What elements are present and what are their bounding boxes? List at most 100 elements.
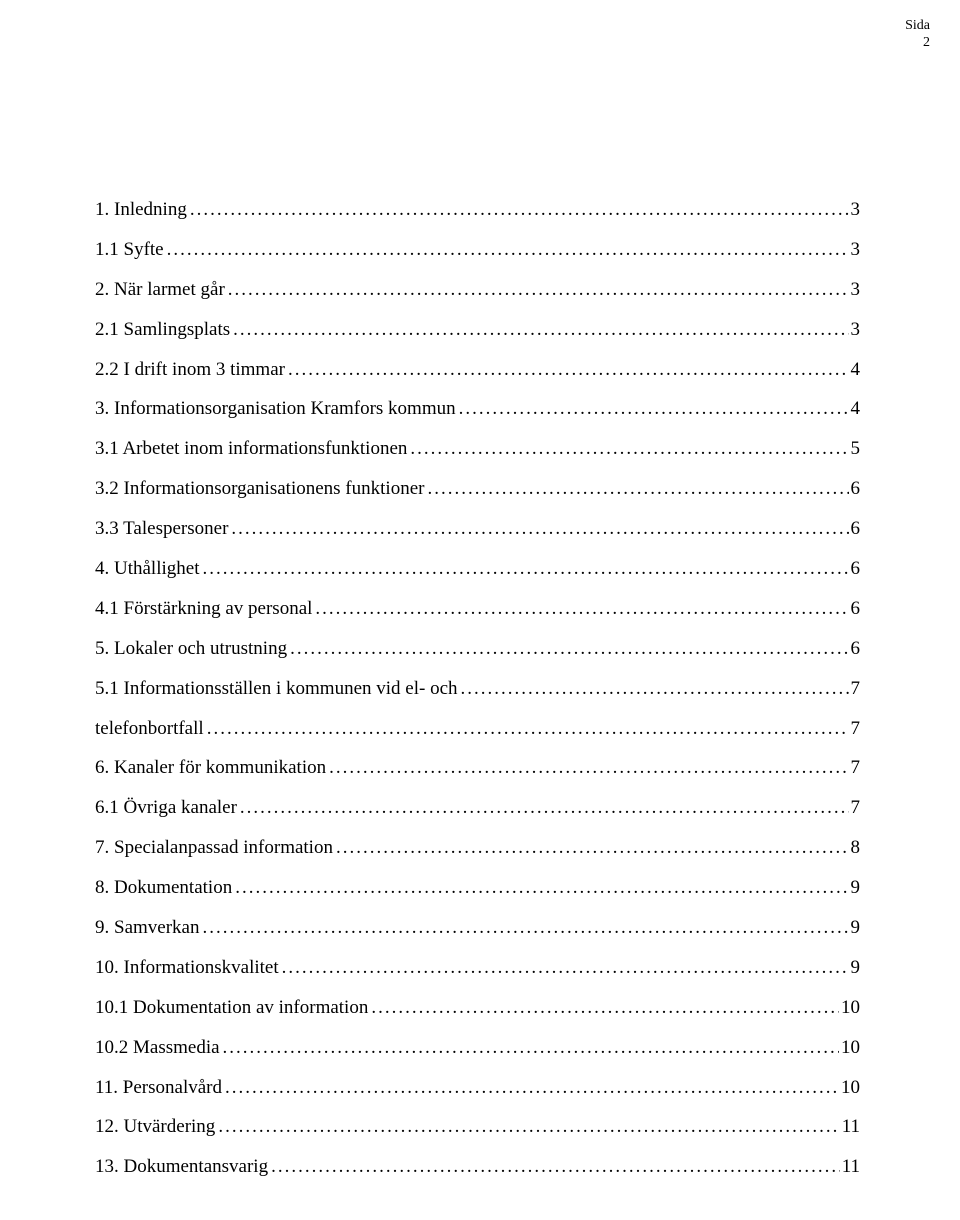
toc-entry-page: 7 — [849, 709, 861, 749]
toc-entry-title: 13. Dokumentansvarig — [95, 1147, 268, 1187]
toc-entry-page: 11 — [840, 1107, 860, 1147]
toc-row: 9. Samverkan 9 — [95, 908, 860, 948]
toc-leader-dots — [228, 509, 848, 549]
toc-leader-dots — [204, 709, 849, 749]
toc-entry-page: 7 — [849, 669, 861, 709]
toc-entry-title: 1.1 Syfte — [95, 230, 164, 270]
toc-leader-dots — [215, 1107, 839, 1147]
toc-row: 10.1 Dokumentation av information 10 — [95, 988, 860, 1028]
toc-entry-page: 9 — [849, 868, 861, 908]
toc-entry-title: 6.1 Övriga kanaler — [95, 788, 237, 828]
toc-entry-page: 10 — [839, 988, 860, 1028]
toc-row: 4.1 Förstärkning av personal 6 — [95, 589, 860, 629]
toc-leader-dots — [232, 868, 848, 908]
toc-entry-page: 6 — [849, 629, 861, 669]
toc-leader-dots — [220, 1028, 839, 1068]
toc-row: 1. Inledning 3 — [95, 190, 860, 230]
page-header-number: 2 — [905, 35, 930, 52]
toc-leader-dots — [222, 1068, 839, 1108]
toc-row: 8. Dokumentation 9 — [95, 868, 860, 908]
toc-row: 5.1 Informationsställen i kommunen vid e… — [95, 669, 860, 709]
toc-leader-dots — [199, 908, 848, 948]
toc-leader-dots — [458, 669, 849, 709]
toc-entry-page: 5 — [849, 429, 861, 469]
toc-row: 2.2 I drift inom 3 timmar 4 — [95, 350, 860, 390]
toc-entry-page: 6 — [849, 589, 861, 629]
toc-entry-title: 7. Specialanpassad information — [95, 828, 333, 868]
toc-entry-page: 9 — [849, 948, 861, 988]
toc-entry-title: 3.1 Arbetet inom informationsfunktionen — [95, 429, 407, 469]
toc-leader-dots — [333, 828, 849, 868]
toc-row: 7. Specialanpassad information 8 — [95, 828, 860, 868]
toc-entry-title: 11. Personalvård — [95, 1068, 222, 1108]
toc-entry-title: 10.2 Massmedia — [95, 1028, 220, 1068]
toc-entry-title: 3.2 Informationsorganisationens funktion… — [95, 469, 424, 509]
toc-entry-page: 4 — [849, 350, 861, 390]
toc-leader-dots — [225, 270, 849, 310]
toc-row: 10.2 Massmedia 10 — [95, 1028, 860, 1068]
toc-row: 2. När larmet går 3 — [95, 270, 860, 310]
toc-entry-page: 6 — [849, 509, 861, 549]
toc-entry-title: 4.1 Förstärkning av personal — [95, 589, 312, 629]
toc-row: 4. Uthållighet6 — [95, 549, 860, 589]
toc-entry-page: 7 — [849, 788, 861, 828]
toc-entry-page: 6 — [849, 469, 861, 509]
toc-row: 3. Informationsorganisation Kramfors kom… — [95, 389, 860, 429]
toc-row: telefonbortfall 7 — [95, 709, 860, 749]
toc-row: 11. Personalvård 10 — [95, 1068, 860, 1108]
toc-entry-page: 11 — [840, 1147, 860, 1187]
toc-leader-dots — [268, 1147, 840, 1187]
toc-entry-page: 4 — [849, 389, 861, 429]
toc-leader-dots — [456, 389, 849, 429]
toc-entry-page: 10 — [839, 1028, 860, 1068]
toc-entry-page: 7 — [849, 748, 861, 788]
toc-row: 12. Utvärdering 11 — [95, 1107, 860, 1147]
toc-leader-dots — [287, 629, 848, 669]
toc-entry-title: 2. När larmet går — [95, 270, 225, 310]
toc-entry-title: 3. Informationsorganisation Kramfors kom… — [95, 389, 456, 429]
toc-leader-dots — [326, 748, 848, 788]
toc-entry-page: 8 — [849, 828, 861, 868]
toc-entry-title: 10. Informationskvalitet — [95, 948, 279, 988]
toc-entry-page: 3 — [849, 230, 861, 270]
toc-leader-dots — [187, 190, 849, 230]
toc-entry-title: 12. Utvärdering — [95, 1107, 215, 1147]
toc-row: 10. Informationskvalitet 9 — [95, 948, 860, 988]
toc-leader-dots — [279, 948, 849, 988]
toc-entry-title: 5.1 Informationsställen i kommunen vid e… — [95, 669, 458, 709]
toc-row: 2.1 Samlingsplats 3 — [95, 310, 860, 350]
toc-entry-page: 3 — [849, 310, 861, 350]
toc-row: 3.2 Informationsorganisationens funktion… — [95, 469, 860, 509]
toc-leader-dots — [368, 988, 839, 1028]
toc-leader-dots — [199, 549, 848, 589]
toc-leader-dots — [312, 589, 848, 629]
toc-entry-title: telefonbortfall — [95, 709, 204, 749]
toc-row: 6. Kanaler för kommunikation 7 — [95, 748, 860, 788]
toc-leader-dots — [424, 469, 848, 509]
page-header-label: Sida — [905, 18, 930, 35]
toc-leader-dots — [237, 788, 849, 828]
toc-entry-page: 9 — [849, 908, 861, 948]
toc-entry-title: 8. Dokumentation — [95, 868, 232, 908]
toc-row: 13. Dokumentansvarig 11 — [95, 1147, 860, 1187]
toc-row: 3.3 Talespersoner6 — [95, 509, 860, 549]
toc-entry-title: 2.2 I drift inom 3 timmar — [95, 350, 285, 390]
toc-entry-title: 1. Inledning — [95, 190, 187, 230]
toc-entry-title: 6. Kanaler för kommunikation — [95, 748, 326, 788]
toc-leader-dots — [407, 429, 848, 469]
toc-entry-title: 9. Samverkan — [95, 908, 199, 948]
toc-leader-dots — [230, 310, 848, 350]
toc-entry-page: 10 — [839, 1068, 860, 1108]
toc-leader-dots — [164, 230, 849, 270]
toc-entry-title: 10.1 Dokumentation av information — [95, 988, 368, 1028]
toc-row: 3.1 Arbetet inom informationsfunktionen 5 — [95, 429, 860, 469]
toc-entry-page: 3 — [849, 270, 861, 310]
toc-row: 1.1 Syfte 3 — [95, 230, 860, 270]
toc-entry-title: 4. Uthållighet — [95, 549, 199, 589]
page-header: Sida 2 — [905, 18, 930, 52]
toc-leader-dots — [285, 350, 849, 390]
toc-entry-page: 3 — [849, 190, 861, 230]
toc-entry-title: 2.1 Samlingsplats — [95, 310, 230, 350]
toc-row: 5. Lokaler och utrustning 6 — [95, 629, 860, 669]
toc-entry-title: 5. Lokaler och utrustning — [95, 629, 287, 669]
